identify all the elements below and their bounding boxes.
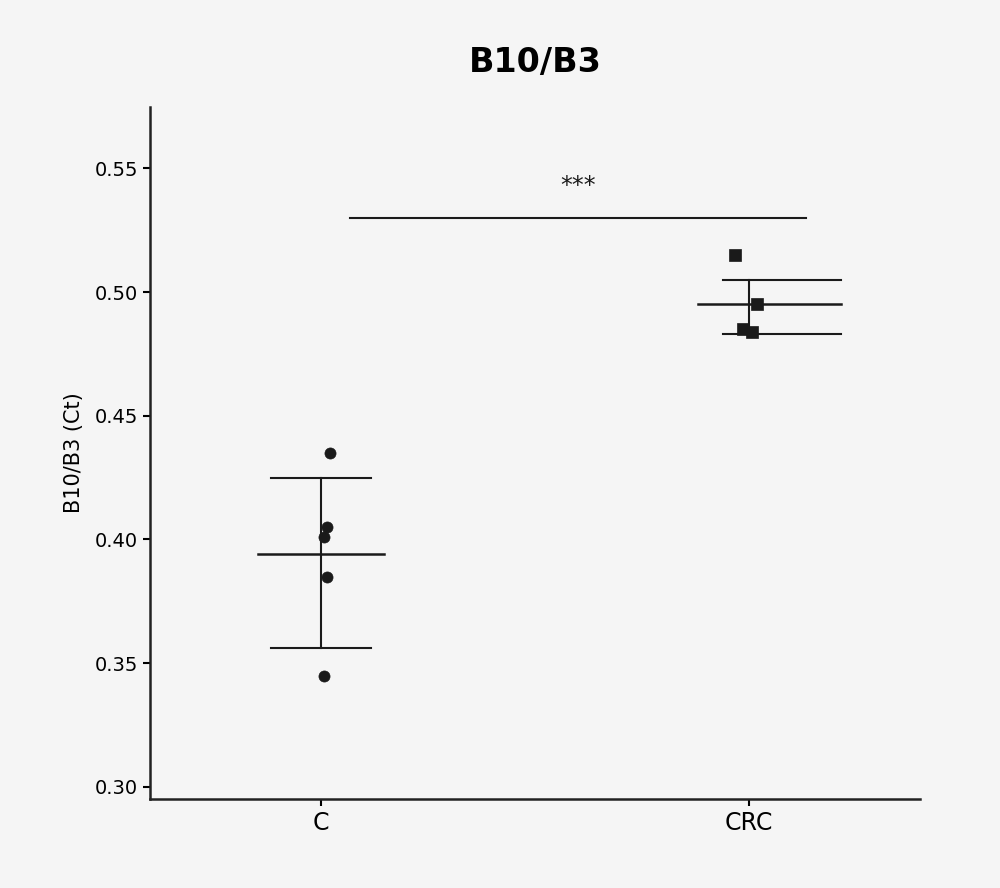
Y-axis label: B10/B3 (Ct): B10/B3 (Ct) — [64, 392, 84, 513]
Text: ***: *** — [560, 174, 596, 198]
Title: B10/B3: B10/B3 — [469, 46, 601, 79]
